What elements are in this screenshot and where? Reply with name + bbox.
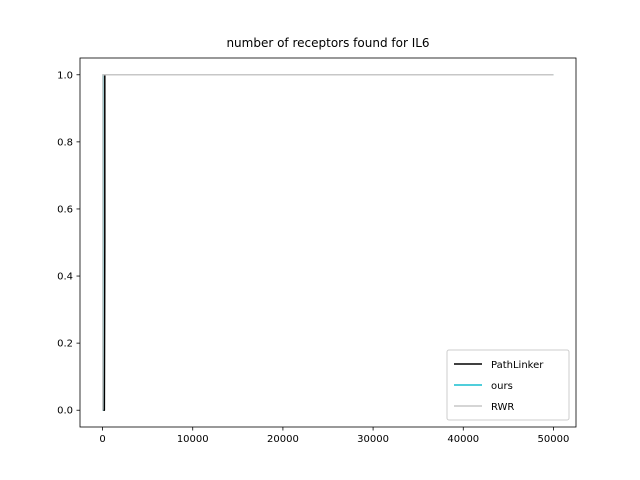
x-tick-label: 10000 xyxy=(177,434,209,445)
x-tick-label: 30000 xyxy=(357,434,389,445)
y-tick-label: 1.0 xyxy=(57,70,73,81)
y-tick-label: 0.0 xyxy=(57,406,73,417)
chart-title: number of receptors found for IL6 xyxy=(226,36,429,50)
legend-label-rwr: RWR xyxy=(491,402,514,413)
legend-label-pathlinker: PathLinker xyxy=(491,360,544,371)
y-tick-label: 0.6 xyxy=(57,204,73,215)
legend-box xyxy=(446,349,570,421)
legend-label-ours: ours xyxy=(491,381,513,392)
y-axis: 0.0 0.2 0.4 0.6 0.8 1.0 xyxy=(57,70,80,417)
x-tick-label: 20000 xyxy=(267,434,299,445)
legend: PathLinker ours RWR xyxy=(446,349,570,421)
series-line-rwr xyxy=(101,74,554,411)
x-tick-label: 40000 xyxy=(447,434,479,445)
y-tick-label: 0.4 xyxy=(57,272,73,283)
plot-lines xyxy=(101,74,554,411)
axes-frame xyxy=(79,57,577,428)
y-tick-label: 0.2 xyxy=(57,339,73,350)
x-tick-label: 50000 xyxy=(538,434,570,445)
x-axis: 0 10000 20000 30000 40000 50000 xyxy=(99,427,569,445)
y-tick-label: 0.8 xyxy=(57,137,73,148)
x-tick-label: 0 xyxy=(99,434,105,445)
